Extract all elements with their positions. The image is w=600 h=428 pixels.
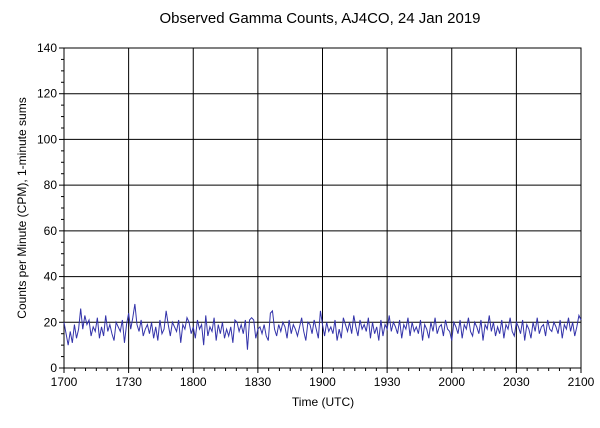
x-tick-label-2000: 2000: [438, 375, 465, 389]
y-axis-ticks: 0 20 40 60 80 100 120 140: [37, 41, 64, 375]
chart-title: Observed Gamma Counts, AJ4CO, 24 Jan 201…: [159, 10, 481, 27]
y-axis-label: Counts per Minute (CPM), 1-minute sums: [15, 97, 29, 318]
x-tick-label-2030: 2030: [503, 375, 530, 389]
x-tick-label-1730: 1730: [115, 375, 142, 389]
x-tick-label-1930: 1930: [374, 375, 401, 389]
x-axis-ticks: 1700 1730 1800 1830 1900 1930 2000 2030 2100: [51, 368, 595, 389]
x-tick-label-1700: 1700: [51, 375, 78, 389]
y-tick-label-20: 20: [44, 315, 58, 329]
x-tick-label-1900: 1900: [309, 375, 336, 389]
y-tick-label-140: 140: [37, 41, 57, 55]
x-tick-label-1800: 1800: [180, 375, 207, 389]
x-axis-label: Time (UTC): [292, 395, 354, 409]
y-tick-label-0: 0: [50, 361, 57, 375]
y-tick-label-80: 80: [44, 178, 58, 192]
y-tick-label-100: 100: [37, 132, 57, 146]
y-tick-label-120: 120: [37, 87, 57, 101]
series-group: [63, 303, 582, 350]
x-tick-label-2100: 2100: [568, 375, 595, 389]
y-tick-label-40: 40: [44, 270, 58, 284]
series-line-0: [63, 303, 582, 350]
y-tick-label-60: 60: [44, 224, 58, 238]
x-tick-label-1830: 1830: [245, 375, 272, 389]
